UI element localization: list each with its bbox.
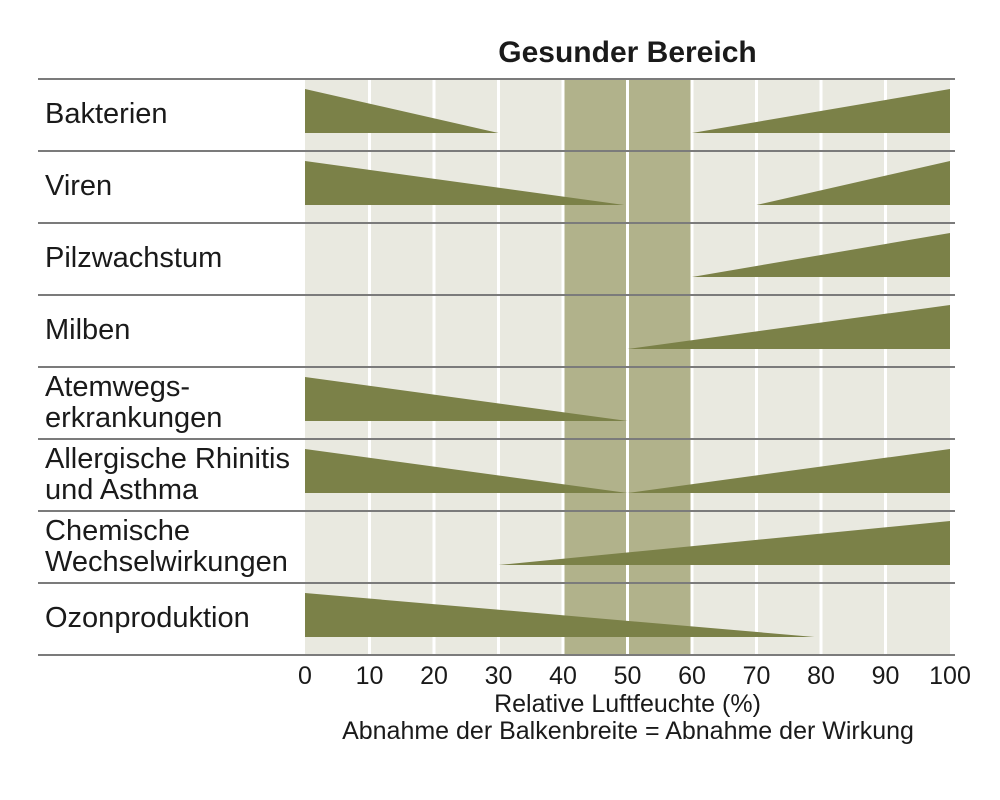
x-tick-label: 20 [420,662,448,690]
row-separator [38,366,955,368]
x-tick-label: 80 [807,662,835,690]
row-label-line: Viren [45,170,113,203]
row-separator [38,294,955,296]
row-label-line: Allergische Rhinitis [45,442,290,475]
effect-wedge [692,89,950,133]
effect-wedge [756,161,950,205]
x-tick-label: 40 [549,662,577,690]
x-tick-label: 100 [929,662,971,690]
effect-wedge [305,377,628,421]
row-label-line: Pilzwachstum [45,242,223,275]
x-tick-label: 60 [678,662,706,690]
row-label: Milben [45,295,303,367]
x-tick-label: 50 [613,662,642,690]
row-label: Atemwegs-erkrankungen [45,367,303,439]
effect-wedge [627,449,950,493]
x-tick-label: 0 [298,662,312,690]
row-label: Bakterien [45,79,303,151]
effect-wedge [305,89,499,133]
row-label-line: Chemische [45,514,191,547]
row-separator [38,654,955,656]
effect-wedge [305,161,625,205]
effect-wedge [305,593,815,637]
row-separator [38,510,955,512]
row-label-line: und Asthma [45,474,199,506]
x-axis-title: Relative Luftfeuchte (%) [494,690,761,718]
row-label-line: Milben [45,314,131,347]
effect-wedge [627,305,950,349]
x-tick-label: 10 [355,662,384,690]
row-separator [38,222,955,224]
row-label: Ozonproduktion [45,583,303,655]
row-separator [38,150,955,152]
row-label: Viren [45,151,303,223]
effect-wedge [498,521,950,565]
effect-wedge [692,233,950,277]
x-tick-label: 70 [742,662,771,690]
effect-wedge [305,449,628,493]
chart-title: Gesunder Bereich [498,36,757,69]
row-label-line: Atemwegs- [45,370,191,403]
row-label-line: Bakterien [45,98,168,131]
row-label-line: erkrankungen [45,402,223,434]
chart-caption: Abnahme der Balkenbreite = Abnahme der W… [342,717,914,745]
row-label: Chemische Wechselwirkungen [45,511,303,583]
row-label: Allergische Rhinitis und Asthma [45,439,303,511]
row-separator [38,582,955,584]
row-label: Pilzwachstum [45,223,303,295]
x-tick-label: 30 [484,662,513,690]
row-label-line: Ozonproduktion [45,602,250,635]
row-separator [38,78,955,80]
row-separator [38,438,955,440]
row-label-line: Wechselwirkungen [45,546,288,578]
x-tick-label: 90 [871,662,900,690]
